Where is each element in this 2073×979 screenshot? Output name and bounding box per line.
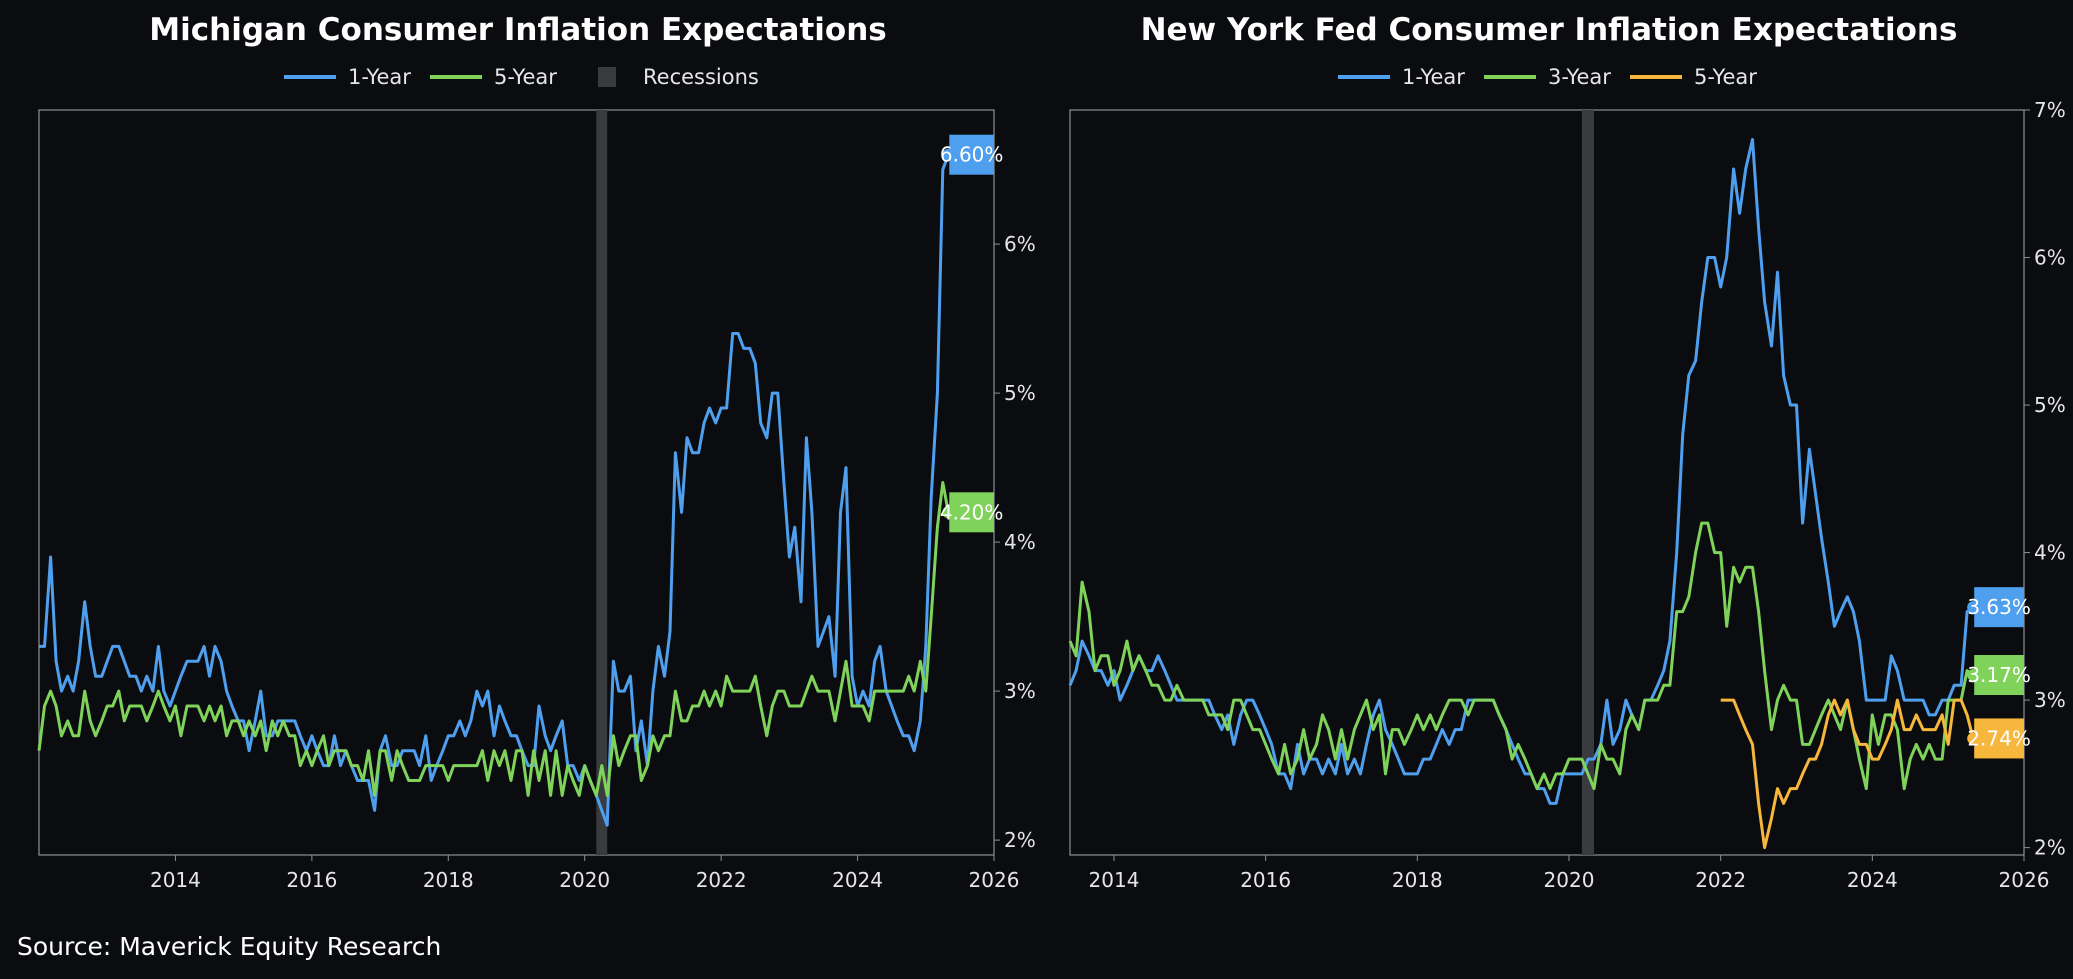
legend-item: 1-Year (284, 65, 411, 89)
end-label: 3.17% (1967, 663, 2031, 687)
y-tick-label: 3% (1004, 679, 1036, 703)
legend-item: Recessions (598, 65, 759, 89)
end-label-box (1974, 655, 2024, 696)
x-tick-label: 2026 (1999, 868, 2050, 892)
end-label-box (949, 134, 994, 175)
chart-title: New York Fed Consumer Inflation Expectat… (1141, 12, 1958, 48)
y-tick-label: 2% (2034, 836, 2066, 860)
end-label: 2.74% (1967, 726, 2031, 750)
x-tick-label: 2024 (1847, 868, 1898, 892)
x-tick-label: 2020 (559, 868, 610, 892)
legend-label: 1-Year (348, 65, 411, 89)
recession-band (1581, 110, 1595, 855)
y-tick-label: 4% (2034, 541, 2066, 565)
chart-2: New York Fed Consumer Inflation Expectat… (1068, 12, 2066, 892)
chart-1: Michigan Consumer Inflation Expectations… (37, 12, 1036, 892)
legend-item: 3-Year (1484, 65, 1611, 89)
series-line (37, 481, 950, 797)
y-tick-label: 3% (2034, 688, 2066, 712)
recession-band (596, 110, 608, 855)
source-note: Source: Maverick Equity Research (17, 932, 442, 961)
end-label: 6.60% (940, 143, 1004, 167)
x-tick-label: 2022 (696, 868, 747, 892)
legend-label: 5-Year (1694, 65, 1757, 89)
legend-swatch (598, 67, 616, 87)
x-tick-label: 2024 (832, 868, 883, 892)
y-tick-label: 4% (1004, 530, 1036, 554)
end-label-box (949, 492, 994, 533)
chart-title: Michigan Consumer Inflation Expectations (149, 12, 886, 48)
y-tick-label: 7% (2034, 98, 2066, 122)
x-tick-label: 2016 (286, 868, 337, 892)
legend-label: 3-Year (1548, 65, 1611, 89)
y-tick-label: 2% (1004, 828, 1036, 852)
series-line (1068, 521, 1975, 791)
legend-label: 5-Year (494, 65, 557, 89)
series-line (39, 154, 950, 827)
y-tick-label: 5% (1004, 381, 1036, 405)
series-line (1068, 138, 1975, 805)
x-tick-label: 2026 (969, 868, 1020, 892)
end-label-box (1974, 718, 2024, 759)
end-label-box (1974, 587, 2024, 628)
plot-frame (1069, 109, 2025, 856)
y-tick-label: 6% (2034, 246, 2066, 270)
x-tick-label: 2014 (150, 868, 201, 892)
y-tick-label: 5% (2034, 393, 2066, 417)
legend-item: 5-Year (1630, 65, 1757, 89)
end-label: 3.63% (1967, 595, 2031, 619)
plot-frame (38, 109, 995, 856)
x-tick-label: 2014 (1089, 868, 1140, 892)
x-tick-label: 2018 (1392, 868, 1443, 892)
series-line (1720, 698, 1975, 850)
legend-label: Recessions (643, 65, 759, 89)
legend-label: 1-Year (1402, 65, 1465, 89)
end-label: 4.20% (940, 500, 1004, 524)
legend-item: 1-Year (1338, 65, 1465, 89)
legend-item: 5-Year (430, 65, 557, 89)
x-tick-label: 2020 (1544, 868, 1595, 892)
x-tick-label: 2016 (1240, 868, 1291, 892)
x-tick-label: 2018 (423, 868, 474, 892)
x-tick-label: 2022 (1695, 868, 1746, 892)
y-tick-label: 6% (1004, 232, 1036, 256)
